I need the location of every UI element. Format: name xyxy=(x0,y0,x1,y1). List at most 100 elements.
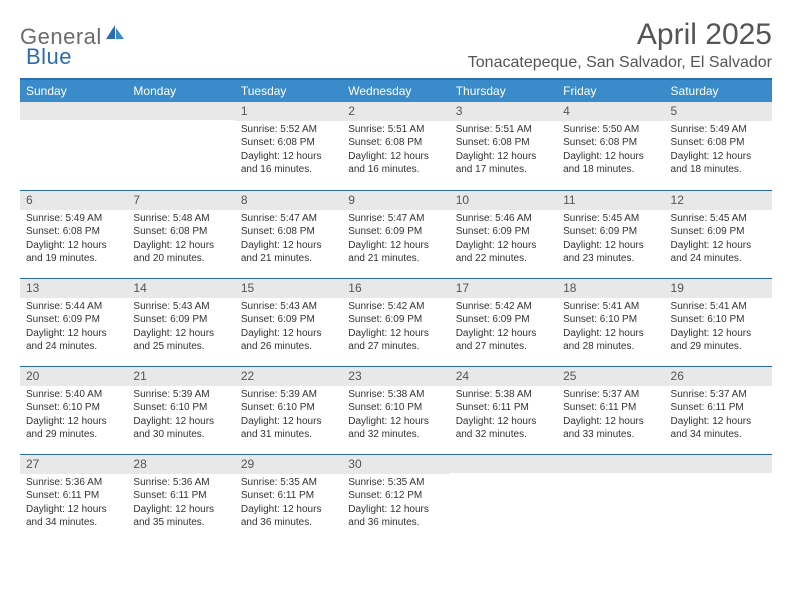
day-body xyxy=(127,120,234,128)
day-body: Sunrise: 5:49 AMSunset: 6:08 PMDaylight:… xyxy=(20,210,127,272)
daylight-line: Daylight: 12 hours and 16 minutes. xyxy=(348,150,443,177)
sunset-line: Sunset: 6:08 PM xyxy=(133,225,228,239)
calendar-day: 22Sunrise: 5:39 AMSunset: 6:10 PMDayligh… xyxy=(235,367,342,454)
daylight-line: Daylight: 12 hours and 29 minutes. xyxy=(671,327,766,354)
day-number: 25 xyxy=(563,369,576,383)
daylight-line: Daylight: 12 hours and 33 minutes. xyxy=(563,415,658,442)
sunset-line: Sunset: 6:08 PM xyxy=(348,136,443,150)
calendar-day: 12 Sunrise: 5:45 AMSunset: 6:09 PMDayligh… xyxy=(665,191,772,278)
header: General April 2025 Tonacatepeque, San Sa… xyxy=(20,18,772,72)
calendar-week: 1Sunrise: 5:52 AMSunset: 6:08 PMDaylight… xyxy=(20,102,772,190)
sunset-line: Sunset: 6:08 PM xyxy=(241,225,336,239)
day-number-row: 17 xyxy=(450,279,557,298)
daylight-line: Daylight: 12 hours and 19 minutes. xyxy=(26,239,121,266)
weekday-header: Sunday xyxy=(20,80,127,102)
day-number: 20 xyxy=(26,369,39,383)
sunset-line: Sunset: 6:10 PM xyxy=(26,401,121,415)
day-number-row: 23 xyxy=(342,367,449,386)
sunrise-line: Sunrise: 5:38 AM xyxy=(456,388,551,402)
daylight-line: Daylight: 12 hours and 36 minutes. xyxy=(241,503,336,530)
day-body: Sunrise: 5:38 AMSunset: 6:10 PMDaylight:… xyxy=(342,386,449,448)
calendar-day: 29 Sunrise: 5:35 AMSunset: 6:11 PMDayligh… xyxy=(235,455,342,542)
daylight-line: Daylight: 12 hours and 30 minutes. xyxy=(133,415,228,442)
sunrise-line: Sunrise: 5:45 AM xyxy=(563,212,658,226)
day-body: Sunrise: 5:48 AMSunset: 6:08 PMDaylight:… xyxy=(127,210,234,272)
weekday-header: Tuesday xyxy=(235,80,342,102)
daylight-line: Daylight: 12 hours and 34 minutes. xyxy=(26,503,121,530)
day-number-row: 1 xyxy=(235,102,342,121)
daylight-line: Daylight: 12 hours and 20 minutes. xyxy=(133,239,228,266)
day-body: Sunrise: 5:50 AMSunset: 6:08 PMDaylight:… xyxy=(557,121,664,183)
day-number-row xyxy=(557,455,664,473)
day-body: Sunrise: 5:51 AMSunset: 6:08 PMDaylight:… xyxy=(342,121,449,183)
day-body: Sunrise: 5:39 AMSunset: 6:10 PMDaylight:… xyxy=(235,386,342,448)
calendar-day xyxy=(665,455,772,542)
day-body: Sunrise: 5:49 AMSunset: 6:08 PMDaylight:… xyxy=(665,121,772,183)
sail-icon xyxy=(104,24,126,47)
daylight-line: Daylight: 12 hours and 24 minutes. xyxy=(671,239,766,266)
day-number: 16 xyxy=(348,281,361,295)
day-number-row: 10 xyxy=(450,191,557,210)
calendar-day: 30Sunrise: 5:35 AMSunset: 6:12 PMDayligh… xyxy=(342,455,449,542)
day-body: Sunrise: 5:45 AMSunset: 6:09 PMDaylight:… xyxy=(665,210,772,272)
daylight-line: Daylight: 12 hours and 32 minutes. xyxy=(348,415,443,442)
day-number: 12 xyxy=(671,193,684,207)
day-number: 5 xyxy=(671,104,678,118)
day-number-row: 15 xyxy=(235,279,342,298)
day-body: Sunrise: 5:35 AMSunset: 6:12 PMDaylight:… xyxy=(342,474,449,536)
daylight-line: Daylight: 12 hours and 18 minutes. xyxy=(671,150,766,177)
day-body: Sunrise: 5:51 AMSunset: 6:08 PMDaylight:… xyxy=(450,121,557,183)
title-block: April 2025 Tonacatepeque, San Salvador, … xyxy=(468,18,772,72)
sunset-line: Sunset: 6:10 PM xyxy=(348,401,443,415)
sunset-line: Sunset: 6:08 PM xyxy=(241,136,336,150)
calendar-week: 13Sunrise: 5:44 AMSunset: 6:09 PMDayligh… xyxy=(20,278,772,366)
weekday-header: Friday xyxy=(557,80,664,102)
sunrise-line: Sunrise: 5:47 AM xyxy=(241,212,336,226)
sunset-line: Sunset: 6:10 PM xyxy=(563,313,658,327)
day-body: Sunrise: 5:47 AMSunset: 6:09 PMDaylight:… xyxy=(342,210,449,272)
day-number-row: 6 xyxy=(20,191,127,210)
sunrise-line: Sunrise: 5:47 AM xyxy=(348,212,443,226)
day-number-row: 14 xyxy=(127,279,234,298)
day-number-row: 18 xyxy=(557,279,664,298)
day-number: 23 xyxy=(348,369,361,383)
sunset-line: Sunset: 6:09 PM xyxy=(26,313,121,327)
daylight-line: Daylight: 12 hours and 24 minutes. xyxy=(26,327,121,354)
day-number: 7 xyxy=(133,193,140,207)
day-number: 15 xyxy=(241,281,254,295)
sunset-line: Sunset: 6:12 PM xyxy=(348,489,443,503)
calendar-day: 7 Sunrise: 5:48 AMSunset: 6:08 PMDaylight… xyxy=(127,191,234,278)
weekday-header: Saturday xyxy=(665,80,772,102)
day-body: Sunrise: 5:39 AMSunset: 6:10 PMDaylight:… xyxy=(127,386,234,448)
day-number: 18 xyxy=(563,281,576,295)
sunset-line: Sunset: 6:09 PM xyxy=(348,225,443,239)
calendar-day xyxy=(127,102,234,190)
weekday-header: Thursday xyxy=(450,80,557,102)
calendar-day: 15Sunrise: 5:43 AMSunset: 6:09 PMDayligh… xyxy=(235,279,342,366)
sunset-line: Sunset: 6:11 PM xyxy=(671,401,766,415)
daylight-line: Daylight: 12 hours and 28 minutes. xyxy=(563,327,658,354)
sunrise-line: Sunrise: 5:39 AM xyxy=(133,388,228,402)
day-number: 29 xyxy=(241,457,254,471)
calendar-day xyxy=(557,455,664,542)
daylight-line: Daylight: 12 hours and 27 minutes. xyxy=(348,327,443,354)
sunrise-line: Sunrise: 5:41 AM xyxy=(671,300,766,314)
daylight-line: Daylight: 12 hours and 25 minutes. xyxy=(133,327,228,354)
day-number-row: 4 xyxy=(557,102,664,121)
day-body: Sunrise: 5:43 AMSunset: 6:09 PMDaylight:… xyxy=(127,298,234,360)
sunrise-line: Sunrise: 5:36 AM xyxy=(26,476,121,490)
day-number-row: 20 xyxy=(20,367,127,386)
day-number-row: 13 xyxy=(20,279,127,298)
calendar-week: 27Sunrise: 5:36 AMSunset: 6:11 PMDayligh… xyxy=(20,454,772,542)
sunrise-line: Sunrise: 5:51 AM xyxy=(456,123,551,137)
weekday-row: SundayMondayTuesdayWednesdayThursdayFrid… xyxy=(20,80,772,102)
calendar-day: 11Sunrise: 5:45 AMSunset: 6:09 PMDayligh… xyxy=(557,191,664,278)
day-body: Sunrise: 5:40 AMSunset: 6:10 PMDaylight:… xyxy=(20,386,127,448)
day-body: Sunrise: 5:52 AMSunset: 6:08 PMDaylight:… xyxy=(235,121,342,183)
calendar-day: 1Sunrise: 5:52 AMSunset: 6:08 PMDaylight… xyxy=(235,102,342,190)
day-body: Sunrise: 5:35 AMSunset: 6:11 PMDaylight:… xyxy=(235,474,342,536)
sunrise-line: Sunrise: 5:43 AM xyxy=(241,300,336,314)
day-number-row: 5 xyxy=(665,102,772,121)
sunrise-line: Sunrise: 5:45 AM xyxy=(671,212,766,226)
day-number: 19 xyxy=(671,281,684,295)
